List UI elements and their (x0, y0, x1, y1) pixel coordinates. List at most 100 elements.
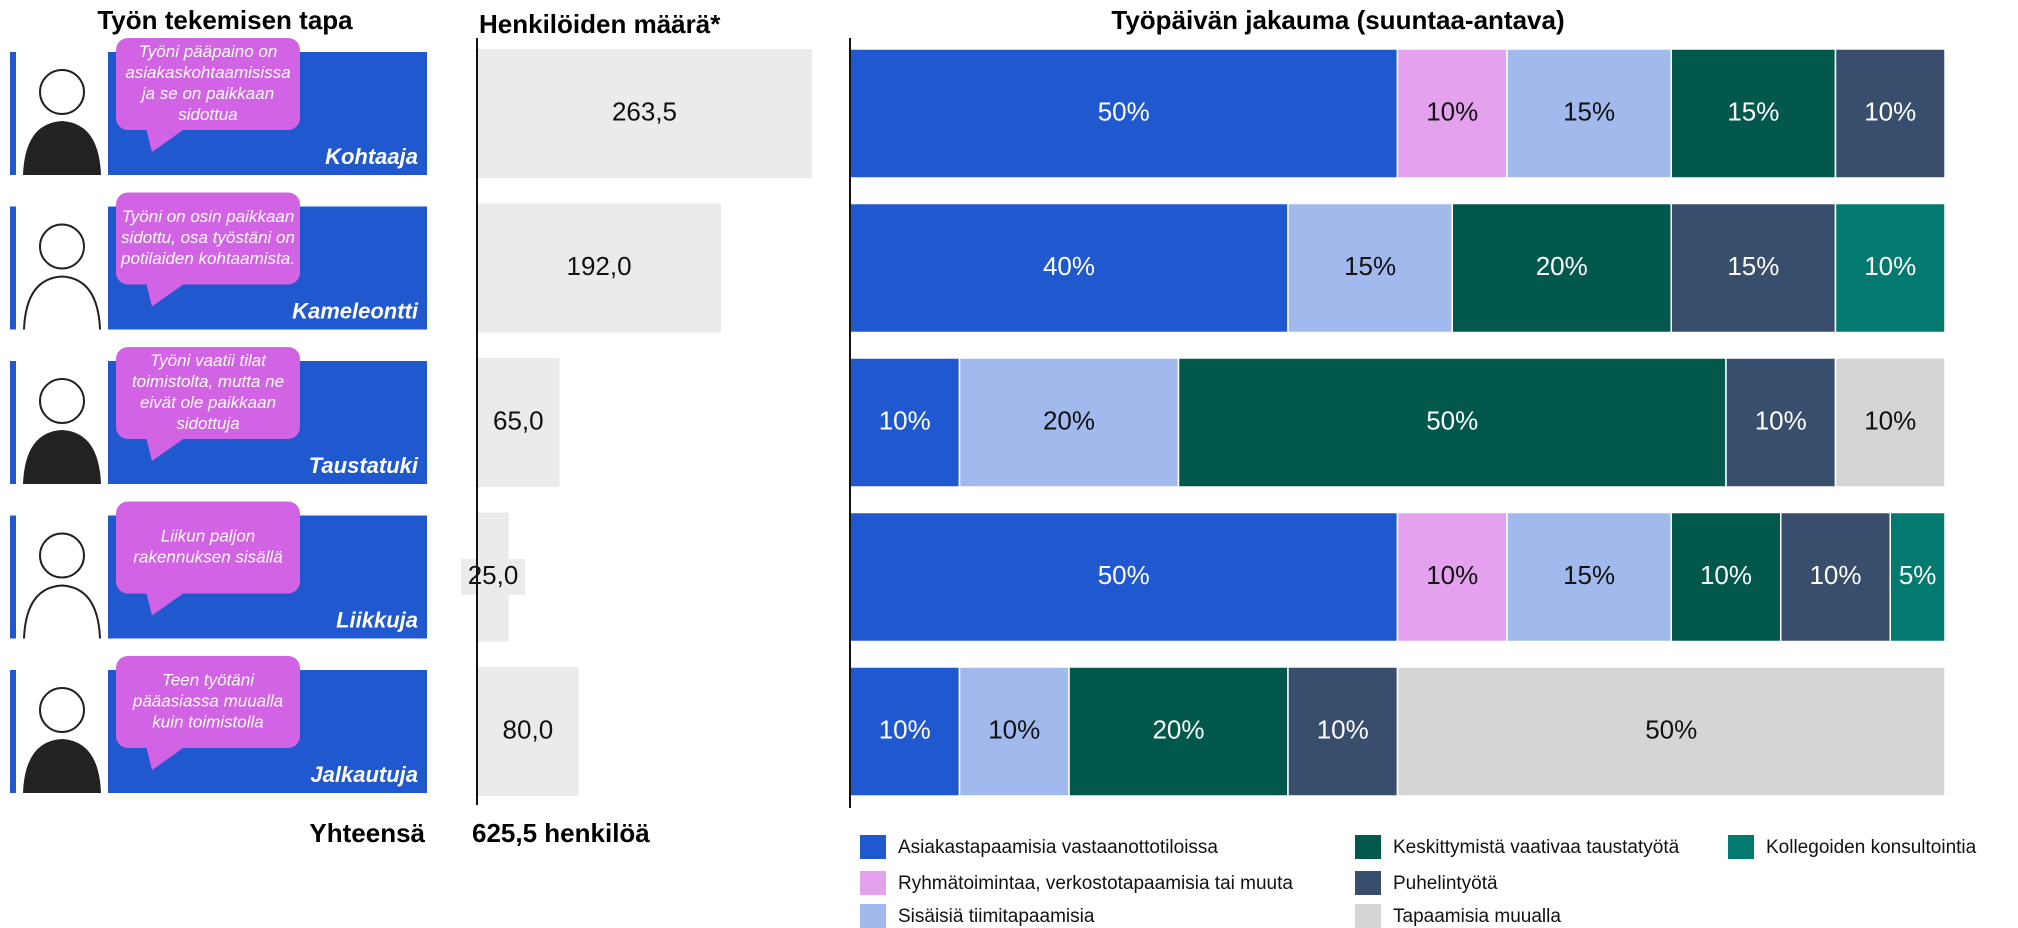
bar-value-label: 263,5 (612, 96, 677, 126)
speech-tail (146, 128, 186, 152)
bar (477, 358, 560, 487)
category-label: Jalkautuja (310, 762, 418, 787)
segment (958, 666, 1070, 797)
segment-label: 10% (1426, 560, 1478, 590)
segment-label: 10% (1755, 405, 1807, 435)
segment (1287, 202, 1453, 334)
illustration-body (23, 275, 101, 330)
category-label: Kohtaaja (325, 144, 418, 169)
persona-quote-line: sidottu, osa työstäni on (121, 228, 295, 247)
segment (1396, 511, 1508, 643)
persona-quote-line: asiakaskohtaamisissa (125, 63, 290, 82)
segment (1834, 357, 1946, 488)
legend-swatch (1355, 904, 1381, 928)
segment-label: 15% (1727, 96, 1779, 126)
category-label: Kameleontti (292, 298, 419, 323)
segment (849, 511, 1399, 643)
total-label: Yhteensä (309, 818, 425, 848)
segment-label: 10% (1864, 96, 1916, 126)
total-value: 625,5 henkilöä (472, 818, 650, 848)
legend-swatch (860, 904, 886, 928)
segment (958, 357, 1180, 488)
persona-quote-line: Työni pääpaino on (139, 42, 278, 61)
category-label: Liikkuja (336, 607, 418, 632)
legend-swatch (1355, 871, 1381, 895)
segment-label: 20% (1152, 714, 1204, 744)
speech-bubble (116, 501, 300, 594)
segment (1670, 48, 1837, 179)
illustration-head (39, 69, 85, 115)
illustration-body (23, 738, 101, 794)
legend-swatch (1728, 835, 1754, 859)
persona-quote-line: sidottua (178, 105, 238, 124)
legend-label: Puhelintyötä (1393, 873, 1498, 894)
legend-label: Tapaamisia muualla (1393, 906, 1561, 927)
segment (1670, 202, 1837, 334)
persona-quote-line: Teen työtäni (162, 670, 255, 689)
segment (849, 666, 961, 797)
persona-quote-line: toimistolta, mutta ne (132, 372, 284, 391)
segment-label: 10% (879, 714, 931, 744)
illustration-body (23, 584, 101, 639)
persona-quote-line: kuin toimistolla (152, 712, 264, 731)
segment (1287, 666, 1399, 797)
illustration-head (39, 687, 85, 733)
left-header: Työn tekemisen tapa (97, 5, 353, 35)
segment-label: 50% (1098, 96, 1150, 126)
segment-label: 15% (1563, 560, 1615, 590)
persona-quote-line: ja se on paikkaan (140, 84, 274, 103)
segment-label: 10% (879, 405, 931, 435)
speech-tail (146, 591, 186, 616)
segment-label: 40% (1043, 251, 1095, 281)
segment-label: 15% (1727, 251, 1779, 281)
bar-value-label: 65,0 (493, 405, 544, 435)
illustration-body (23, 120, 101, 176)
segment-label: 10% (988, 714, 1040, 744)
bar (477, 49, 812, 178)
speech-tail (146, 282, 186, 307)
segment (1834, 202, 1946, 334)
segment (1396, 48, 1508, 179)
bar-chart-title: Henkilöiden määrä* (479, 9, 721, 39)
segment-label: 10% (1317, 714, 1369, 744)
speech-bubble (116, 347, 300, 439)
segment (1068, 666, 1289, 797)
illustration-head (39, 223, 85, 270)
segment (849, 202, 1289, 334)
segment-label: 10% (1809, 560, 1861, 590)
segment-label: 5% (1899, 560, 1937, 590)
persona-quote-line: potilaiden kohtaamista. (120, 249, 295, 268)
speech-tail (146, 437, 186, 461)
segment (849, 48, 1399, 179)
bar-value-label: 25,0 (468, 560, 519, 590)
segment-label: 15% (1563, 96, 1615, 126)
persona-quote-line: Liikun paljon (161, 526, 256, 545)
segment-label: 10% (1700, 560, 1752, 590)
category-label: Taustatuki (309, 453, 419, 478)
speech-tail (146, 746, 186, 770)
segment (1834, 48, 1946, 179)
speech-bubble (116, 192, 300, 285)
legend-label: Keskittymistä vaativaa taustatyötä (1393, 837, 1680, 858)
legend-swatch (860, 835, 886, 859)
persona-quote-line: sidottuja (176, 414, 239, 433)
segment-label: 10% (1864, 251, 1916, 281)
stacked-chart-title: Työpäivän jakauma (suuntaa-antava) (1111, 5, 1564, 35)
bar-value-label: 80,0 (503, 714, 554, 744)
illustration-body (23, 429, 101, 485)
segment-label: 15% (1344, 251, 1396, 281)
illustration-head (39, 378, 85, 424)
legend-label: Kollegoiden konsultointia (1766, 837, 1977, 858)
legend-swatch (860, 871, 886, 895)
segment (1506, 511, 1672, 643)
speech-bubble (116, 38, 300, 130)
persona-quote-line: Työni vaatii tilat (150, 351, 267, 370)
segment (1451, 202, 1672, 334)
segment-label: 20% (1043, 405, 1095, 435)
segment-label: 20% (1536, 251, 1588, 281)
legend-label: Sisäisiä tiimitapaamisia (898, 906, 1095, 927)
persona-quote-line: rakennuksen sisällä (133, 547, 282, 566)
segment-label: 50% (1645, 714, 1697, 744)
segment (1177, 357, 1727, 488)
